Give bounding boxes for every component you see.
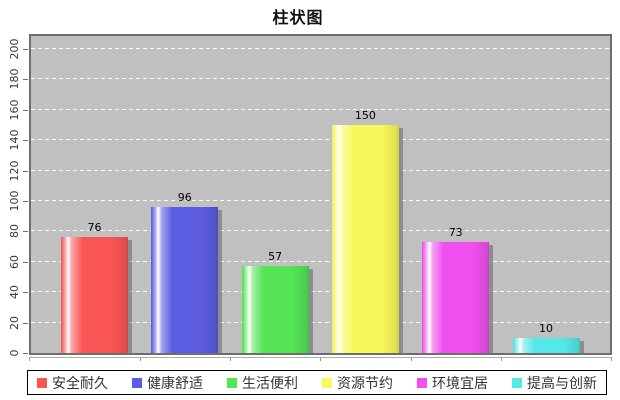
legend-item: 提高与创新 [512, 373, 597, 393]
bar-value-label: 150 [354, 109, 376, 122]
gridline [31, 78, 610, 80]
legend-swatch-icon [37, 377, 47, 388]
y-axis-tick-mark [23, 49, 28, 50]
bar-2 [151, 207, 219, 353]
legend-item: 环境宜居 [417, 373, 488, 393]
legend-swatch-icon [322, 377, 332, 388]
y-axis-tick-mark [23, 79, 28, 81]
y-axis-tick-mark [23, 292, 28, 294]
bar-6 [512, 338, 580, 353]
y-axis-tick-label: 60 [8, 254, 21, 269]
gridline [31, 48, 610, 49]
y-axis-tick-label: 80 [8, 224, 21, 239]
y-axis-tick-label: 120 [8, 160, 21, 182]
gridline [31, 321, 610, 323]
y-axis-tick-mark [23, 140, 28, 142]
legend-label: 环境宜居 [432, 375, 488, 392]
x-axis-tick-mark [411, 357, 412, 361]
legend-item: 健康舒适 [132, 373, 203, 393]
x-axis-tick-mark [320, 357, 321, 361]
y-axis-tick-label: 140 [8, 129, 21, 151]
chart-title: 柱状图 [272, 8, 324, 27]
y-axis-tick-mark [23, 231, 28, 233]
gridline [31, 200, 610, 201]
bar-value-label: 96 [177, 191, 192, 204]
legend-item: 资源节约 [322, 373, 393, 393]
legend-swatch-icon [132, 377, 142, 388]
gridline [31, 139, 610, 141]
gridline [31, 291, 610, 293]
y-axis-tick-mark [23, 109, 28, 111]
legend: 安全耐久 健康舒适 生活便利 资源节约 环境宜居 提高与创新 [27, 370, 607, 395]
gridline [31, 108, 610, 110]
gridline [31, 169, 610, 171]
legend-label: 安全耐久 [52, 375, 108, 392]
y-axis-tick-mark [23, 322, 28, 324]
y-axis-tick-label: 180 [8, 68, 21, 90]
legend-swatch-icon [417, 377, 427, 388]
x-axis-tick-mark [140, 357, 141, 361]
x-axis-tick-mark [29, 357, 30, 361]
y-axis-tick-mark [23, 201, 28, 202]
bar-value-label: 10 [539, 322, 553, 335]
legend-swatch-icon [227, 377, 237, 388]
plot-area: 76 96 57 150 73 10 [29, 34, 612, 355]
y-axis-tick-label: 20 [8, 315, 21, 330]
bar-value-label: 73 [448, 226, 463, 239]
x-axis-tick-mark [230, 357, 231, 361]
x-axis-tick-mark [611, 357, 612, 361]
legend-label: 生活便利 [242, 375, 298, 392]
legend-item: 生活便利 [227, 373, 298, 393]
legend-label: 健康舒适 [147, 375, 203, 392]
gridline [31, 260, 610, 262]
y-axis-tick-mark [23, 170, 28, 172]
y-axis-tick-mark [23, 353, 28, 354]
legend-item: 安全耐久 [37, 373, 108, 393]
y-axis-tick-label: 160 [8, 99, 21, 121]
bar-value-label: 76 [87, 221, 102, 234]
y-axis-tick-mark [23, 261, 28, 263]
y-axis-tick-label: 0 [8, 349, 21, 357]
legend-swatch-icon [512, 377, 522, 388]
x-axis-tick-mark [501, 357, 502, 361]
bar-1 [61, 237, 128, 353]
y-axis-tick-label: 100 [8, 190, 21, 212]
bar-4 [331, 125, 399, 353]
bar-3 [241, 266, 309, 353]
bar-value-label: 57 [268, 250, 283, 263]
y-axis-tick-label: 200 [8, 38, 21, 60]
gridline [31, 230, 610, 232]
legend-label: 提高与创新 [527, 375, 597, 392]
legend-label: 资源节约 [337, 375, 393, 392]
y-axis-tick-label: 40 [8, 285, 21, 300]
bar-5 [422, 242, 490, 353]
